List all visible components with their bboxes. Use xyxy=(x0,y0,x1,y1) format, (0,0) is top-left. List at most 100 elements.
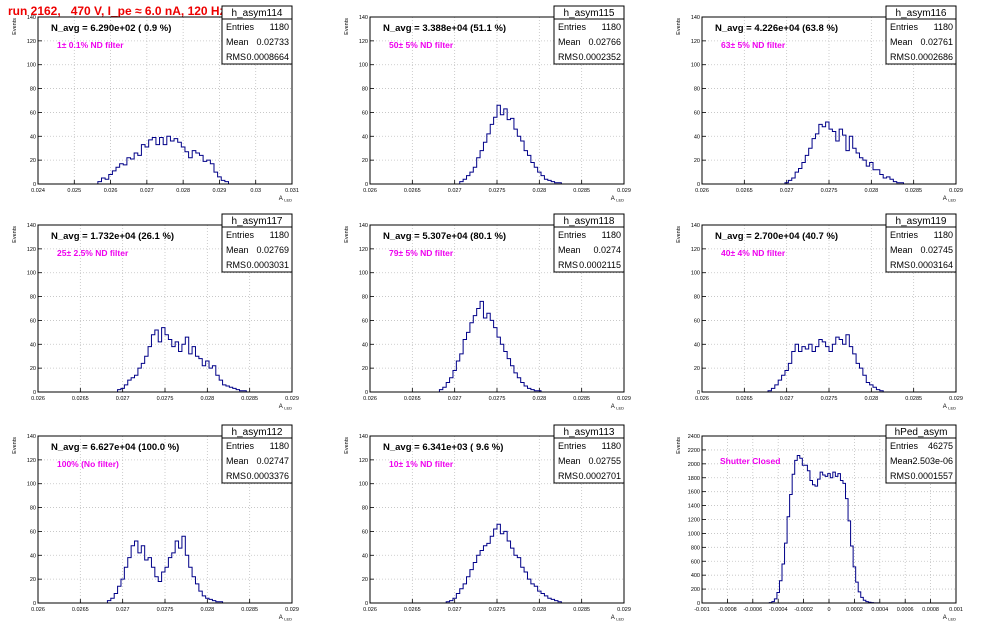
filter-annotation: 63± 5% ND filter xyxy=(721,40,786,50)
stats-value: 0.0002352 xyxy=(578,52,621,62)
y-tick-label: 120 xyxy=(27,247,36,253)
stats-label: RMS xyxy=(558,260,578,270)
stats-value: 46275 xyxy=(928,441,953,451)
y-tick-label: 140 xyxy=(27,15,36,21)
stats-box-title: h_asym112 xyxy=(232,427,283,438)
stats-box-title: h_asym117 xyxy=(232,216,283,227)
x-tick-label: 0.001 xyxy=(949,607,963,613)
navg-label: N_avg = 6.627e+04 (100.0 %) xyxy=(51,442,179,453)
y-tick-label: 60 xyxy=(694,318,700,324)
plot-frame xyxy=(701,435,957,604)
x-axis-label-main: A xyxy=(611,615,615,621)
x-tick-label: 0.0275 xyxy=(821,188,838,194)
y-tick-label: 100 xyxy=(27,482,36,488)
y-tick-label: 0 xyxy=(365,601,368,607)
x-tick-label: 0.0275 xyxy=(489,607,506,613)
y-tick-label: 60 xyxy=(30,318,36,324)
y-tick-label: 100 xyxy=(359,63,368,69)
histogram-panel-h_asym113: 0.026 0.0265 0.027 0.0275 0.028 0.0285 0.029 0 2… xyxy=(344,424,631,622)
stats-value: 0.02761 xyxy=(920,37,953,47)
stats-label: Entries xyxy=(558,441,587,451)
stats-label: Entries xyxy=(558,22,587,32)
filter-annotation: 40± 4% ND filter xyxy=(721,248,786,258)
y-tick-label: 0 xyxy=(365,182,368,188)
y-tick-label: 140 xyxy=(359,223,368,229)
y-axis-label: Events xyxy=(12,437,18,454)
stats-box-title: h_asym116 xyxy=(896,8,947,19)
stats-value: 0.02747 xyxy=(256,456,289,466)
histogram-series-h_asym114 xyxy=(97,135,229,184)
y-tick-label: 120 xyxy=(359,39,368,45)
x-tick-label: 0.028 xyxy=(200,607,214,613)
y-axis-label: Events xyxy=(344,226,350,243)
stats-label: Mean xyxy=(226,245,249,255)
x-tick-label: -0.0004 xyxy=(769,607,788,613)
x-axis-label: A LED xyxy=(279,615,292,622)
stats-label: Entries xyxy=(890,230,919,240)
x-tick-label: 0.031 xyxy=(285,188,299,194)
y-tick-label: 100 xyxy=(691,63,700,69)
x-axis-label: A LED xyxy=(611,404,624,411)
y-tick-label: 40 xyxy=(362,553,368,559)
y-tick-label: 800 xyxy=(691,545,700,551)
x-tick-label: 0.026 xyxy=(104,188,118,194)
y-tick-label: 140 xyxy=(691,223,700,229)
filter-annotation: 1± 0.1% ND filter xyxy=(57,40,124,50)
stats-value: 1180 xyxy=(602,441,621,451)
y-tick-label: 120 xyxy=(27,458,36,464)
x-tick-label: 0.029 xyxy=(285,607,299,613)
stats-value: 0.0274 xyxy=(593,245,621,255)
y-tick-label: 140 xyxy=(359,434,368,440)
stats-value: 1180 xyxy=(270,22,289,32)
histogram-series-h_asym115 xyxy=(459,104,569,185)
stats-value: 0.02755 xyxy=(588,456,621,466)
x-tick-label: 0.0265 xyxy=(404,188,421,194)
x-axis-label: A LED xyxy=(279,196,292,203)
x-tick-label: 0.0275 xyxy=(157,396,174,402)
y-tick-label: 40 xyxy=(30,553,36,559)
y-tick-label: 40 xyxy=(362,342,368,348)
x-tick-label: -0.0006 xyxy=(743,607,762,613)
y-axis-label: Events xyxy=(12,18,18,35)
x-axis-label-main: A xyxy=(611,404,615,410)
y-tick-label: 80 xyxy=(30,87,36,93)
y-tick-label: 1000 xyxy=(688,531,700,537)
x-axis-label-sub: LED xyxy=(948,406,956,411)
stats-label: RMS xyxy=(890,52,910,62)
y-tick-label: 0 xyxy=(697,601,700,607)
stats-label: Mean xyxy=(558,456,581,466)
y-tick-label: 60 xyxy=(362,110,368,116)
filter-annotation: 79± 5% ND filter xyxy=(389,248,454,258)
y-tick-label: 0 xyxy=(697,182,700,188)
stats-value: 0.0003031 xyxy=(246,260,289,270)
x-tick-label: 0.0002 xyxy=(846,607,863,613)
stats-label: Mean xyxy=(558,37,581,47)
plot-frame xyxy=(369,16,625,185)
histogram-series-h_asym113 xyxy=(445,523,562,603)
y-tick-label: 80 xyxy=(694,295,700,301)
navg-label: N_avg = 3.388e+04 (51.1 %) xyxy=(383,23,506,34)
x-tick-label: 0.026 xyxy=(363,607,377,613)
histogram-panel-h_asym119: 0.026 0.0265 0.027 0.0275 0.028 0.0285 0.029 0 2… xyxy=(676,213,963,411)
x-tick-label: 0.0008 xyxy=(922,607,939,613)
y-tick-label: 20 xyxy=(30,366,36,372)
x-tick-label: 0.0285 xyxy=(573,188,590,194)
stats-box xyxy=(885,424,957,484)
stats-label: Entries xyxy=(226,441,255,451)
x-axis-label: A LED xyxy=(943,615,956,622)
histogram-panel-h_asym114: 0.024 0.025 0.026 0.027 0.028 0.029 0.03 0.031 0… xyxy=(12,5,299,203)
x-tick-label: 0.029 xyxy=(617,607,631,613)
y-tick-label: 0 xyxy=(33,601,36,607)
x-tick-label: 0.028 xyxy=(864,188,878,194)
x-axis-label-main: A xyxy=(279,196,283,202)
histogram-series-h_asym112 xyxy=(106,535,224,603)
y-tick-label: 80 xyxy=(694,87,700,93)
navg-label: N_avg = 6.341e+03 ( 9.6 %) xyxy=(383,442,503,453)
y-axis-label: Events xyxy=(12,226,18,243)
stats-value: 0.0008664 xyxy=(246,52,289,62)
histogram-series-h_asym117 xyxy=(117,327,247,392)
x-tick-label: 0.0265 xyxy=(404,396,421,402)
filter-annotation: 100% (No filter) xyxy=(57,459,119,469)
navg-label: N_avg = 5.307e+04 (80.1 %) xyxy=(383,231,506,242)
